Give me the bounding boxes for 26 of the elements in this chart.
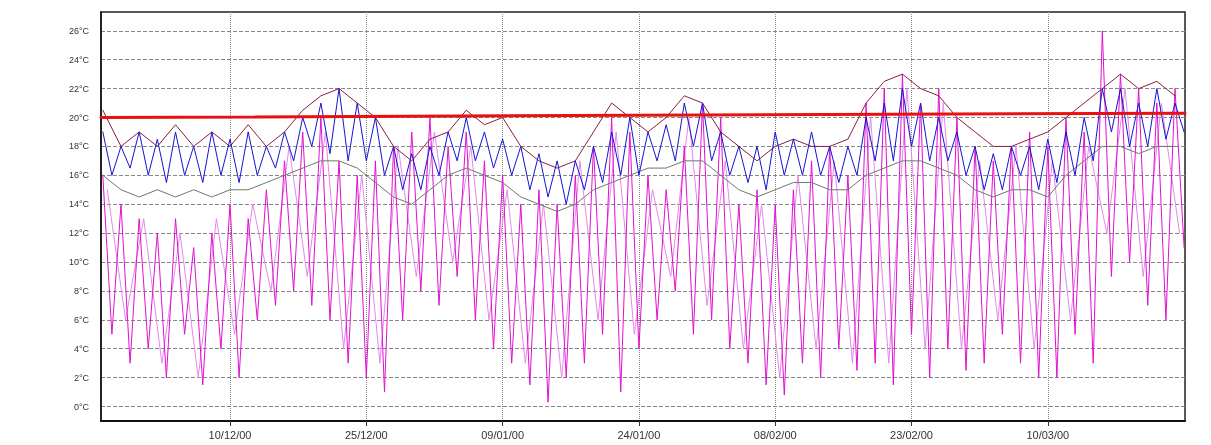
x-tick-label: 08/02/00 [753, 428, 797, 441]
y-tick-label: 18°C [68, 141, 90, 152]
y-tick-label: 16°C [68, 170, 90, 181]
y-tick-label: 2°C [73, 372, 90, 383]
y-tick-label: 10°C [68, 257, 90, 268]
y-tick-label: 14°C [68, 199, 90, 210]
x-tick-label: 23/02/00 [890, 428, 933, 441]
line-series [102, 88, 1185, 205]
line-series [102, 30, 1185, 403]
y-tick-label: 22°C [68, 83, 90, 94]
y-tick-label: 6°C [73, 314, 90, 325]
line-series [102, 145, 1176, 212]
y-tick-label: 20°C [68, 112, 90, 123]
y-tick-label: 26°C [68, 25, 90, 36]
line-series [106, 88, 1181, 379]
line-series [102, 73, 1176, 169]
x-tick-label: 10/12/00 [208, 428, 252, 441]
x-tick-label: 24/01/00 [617, 428, 661, 441]
x-tick-label: 09/01/00 [481, 428, 525, 441]
y-tick-label: 0°C [73, 401, 90, 412]
y-tick-label: 12°C [68, 228, 90, 239]
x-tick-label: 10/03/00 [1026, 428, 1070, 441]
y-tick-label: 8°C [73, 285, 90, 296]
y-tick-label: 24°C [68, 54, 90, 65]
x-tick-label: 25/12/00 [344, 428, 388, 441]
y-tick-label: 4°C [73, 343, 90, 354]
